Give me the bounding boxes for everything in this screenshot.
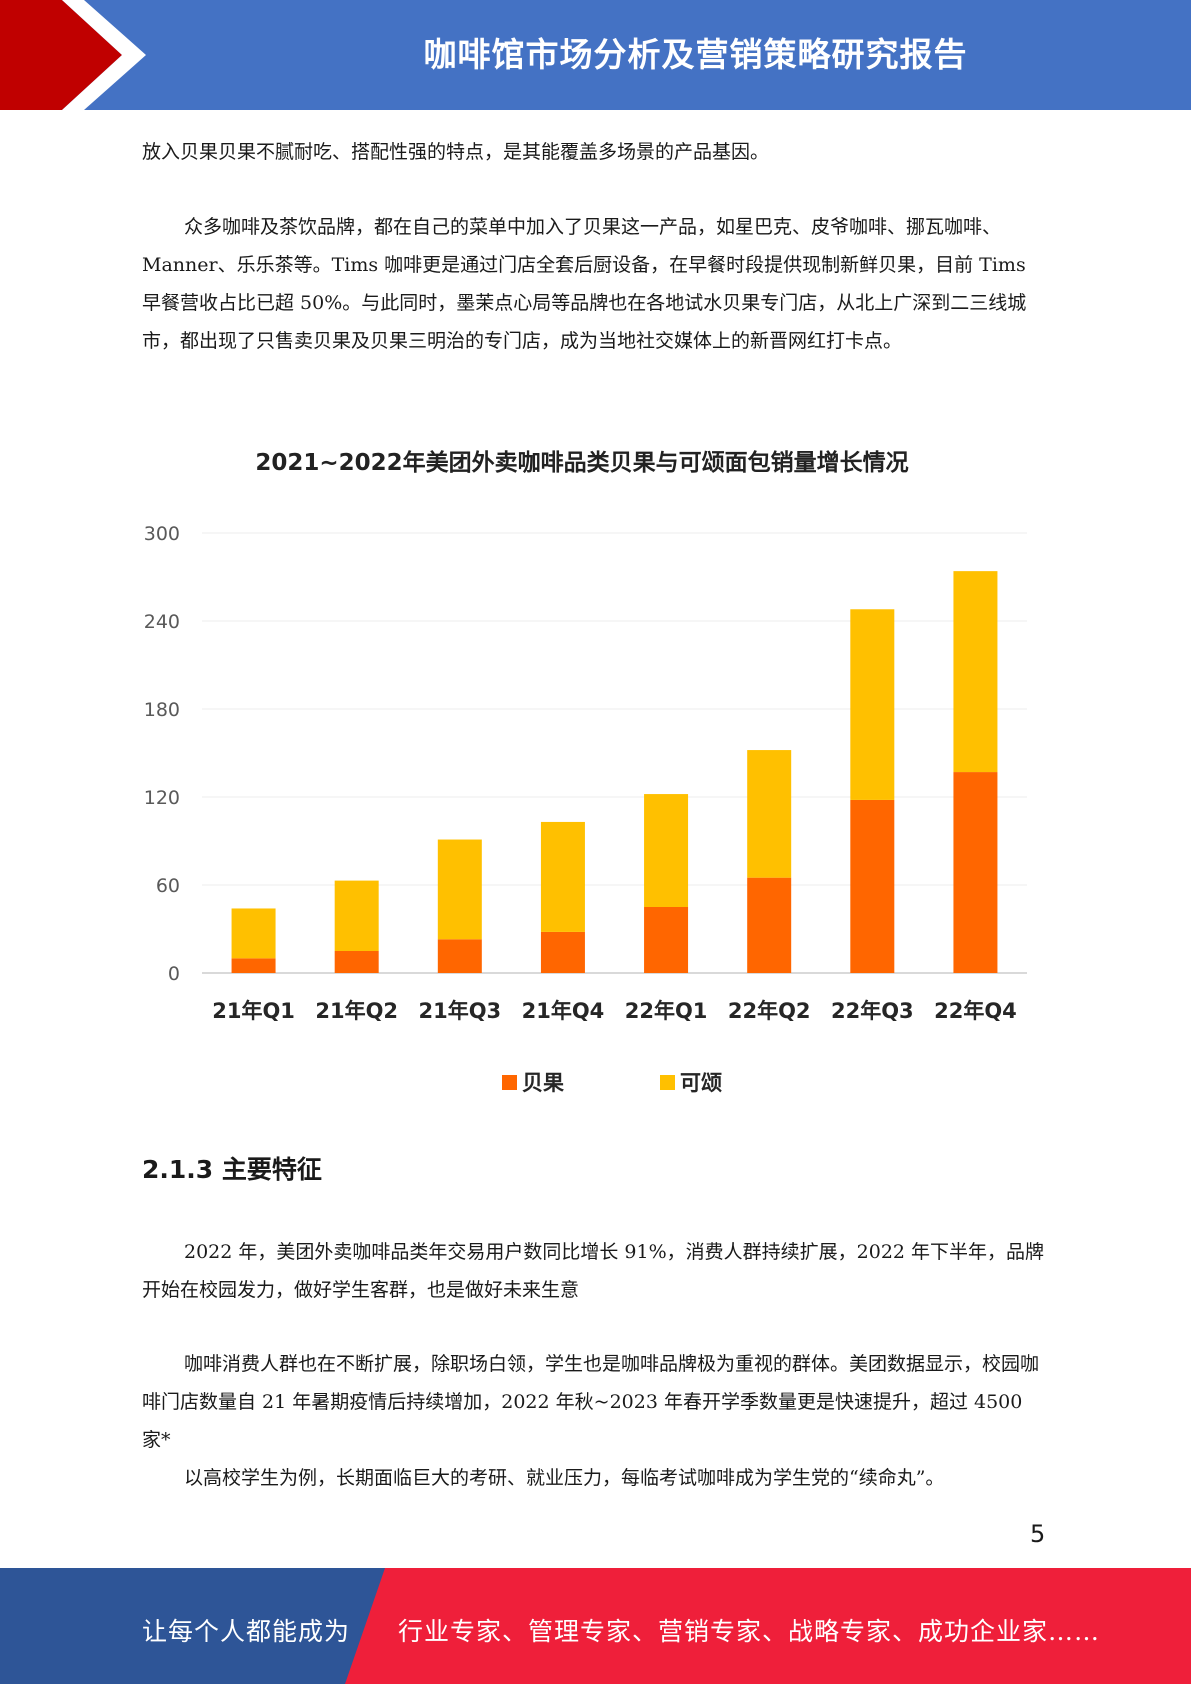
y-tick-label: 240: [144, 611, 180, 633]
x-tick-label: 22年Q1: [625, 999, 708, 1023]
footer-band: [0, 1568, 1191, 1684]
paragraph-intro: 放入贝果贝果不腻耐吃、搭配性强的特点，是其能覆盖多场景的产品基因。: [142, 141, 770, 163]
y-tick-label: 60: [156, 875, 180, 897]
x-tick-label: 22年Q3: [831, 999, 914, 1023]
footer-slogan-right: 行业专家、管理专家、营销专家、战略专家、成功企业家……: [398, 1617, 1101, 1646]
y-tick-label: 0: [168, 963, 180, 985]
footer-slogan-left: 让每个人都能成为: [142, 1617, 351, 1646]
header-arrow-decoration: [0, 0, 146, 110]
bar-可颂: [334, 880, 379, 951]
legend-swatch: [660, 1075, 675, 1090]
report-title: 咖啡馆市场分析及营销策略研究报告: [423, 35, 968, 74]
x-tick-label: 22年Q4: [934, 999, 1017, 1023]
chart-title: 2021~2022年美团外卖咖啡品类贝果与可颂面包销量增长情况: [255, 449, 908, 476]
bar-贝果: [437, 939, 482, 973]
page-footer: 让每个人都能成为 行业专家、管理专家、营销专家、战略专家、成功企业家……: [0, 1568, 1191, 1684]
x-axis-ticks: 21年Q1 21年Q2 21年Q3 21年Q4 22年Q1 22年Q2 22年Q3 22年Q4: [212, 999, 1017, 1023]
paragraph-brands: 众多咖啡及茶饮品牌，都在自己的菜单中加入了贝果这一产品，如星巴克、皮爷咖啡、挪瓦…: [142, 216, 1027, 352]
y-tick-label: 120: [144, 787, 180, 809]
bar-贝果: [953, 772, 998, 973]
bar-可颂: [747, 750, 792, 878]
bar-贝果: [231, 958, 276, 973]
bar-可颂: [437, 839, 482, 940]
bar-可颂: [953, 571, 998, 773]
x-tick-label: 21年Q2: [315, 999, 398, 1023]
x-tick-label: 21年Q3: [418, 999, 501, 1023]
chart-gridlines: [202, 532, 1027, 974]
bar-贝果: [540, 931, 585, 973]
x-tick-label: 21年Q4: [522, 999, 605, 1023]
paragraph-user-growth: 2022 年，美团外卖咖啡品类年交易用户数同比增长 91%，消费人群持续扩展，2…: [142, 1241, 1045, 1301]
bar-可颂: [850, 609, 895, 800]
legend-label: 贝果: [522, 1071, 564, 1095]
stacked-bar-chart: 2021~2022年美团外卖咖啡品类贝果与可颂面包销量增长情况 0 60 120 18…: [144, 449, 1027, 1095]
sales-growth-chart: 2021~2022年美团外卖咖啡品类贝果与可颂面包销量增长情况 0 60 120 18…: [142, 440, 1047, 1120]
paragraph-campus-stores: 咖啡消费人群也在不断扩展，除职场白领，学生也是咖啡品牌极为重视的群体。美团数据显…: [142, 1353, 1040, 1451]
bar-贝果: [334, 951, 379, 973]
bar-可颂: [231, 908, 276, 959]
x-tick-label: 21年Q1: [212, 999, 295, 1023]
x-tick-label: 22年Q2: [728, 999, 811, 1023]
legend-swatch: [502, 1075, 517, 1090]
paragraph-students: 以高校学生为例，长期面临巨大的考研、就业压力，每临考试咖啡成为学生党的“续命丸”…: [184, 1467, 945, 1489]
section-heading: 2.1.3 主要特征: [142, 1155, 322, 1184]
bar-可颂: [644, 794, 689, 907]
bar-贝果: [747, 877, 792, 973]
bar-series: [231, 571, 998, 973]
chart-legend: 贝果 可颂: [502, 1071, 722, 1095]
bar-贝果: [644, 907, 689, 973]
y-axis-ticks: 0 60 120 180 240 300: [144, 523, 180, 985]
y-tick-label: 300: [144, 523, 180, 545]
bar-贝果: [850, 799, 895, 973]
page-number: 5: [1030, 1520, 1046, 1548]
page-header: 咖啡馆市场分析及营销策略研究报告: [0, 0, 1191, 110]
y-tick-label: 180: [144, 699, 180, 721]
legend-label: 可颂: [680, 1071, 722, 1095]
bar-可颂: [540, 821, 585, 932]
